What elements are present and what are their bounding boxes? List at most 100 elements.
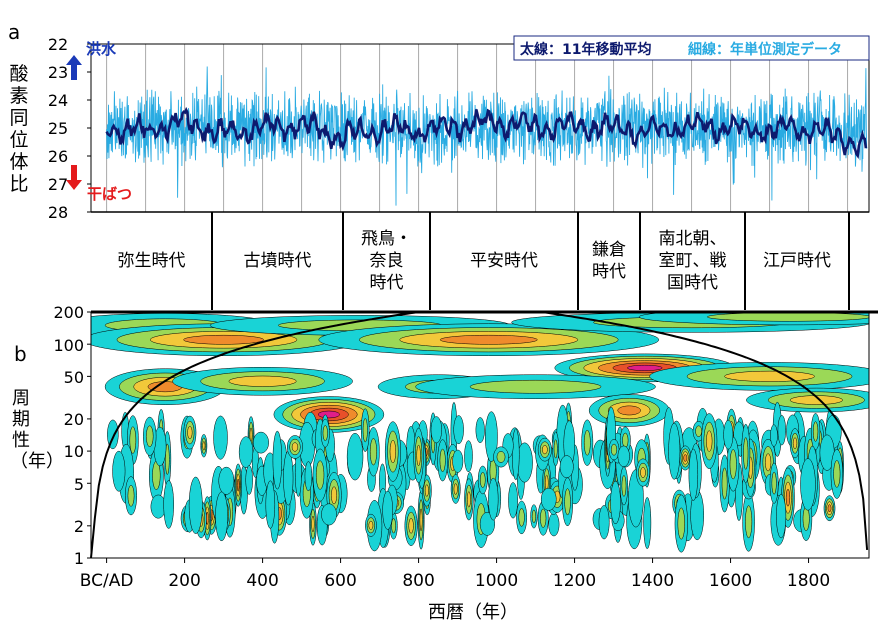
panel-a-yticks bbox=[87, 43, 91, 213]
contour-blob bbox=[145, 425, 154, 447]
contour-blob bbox=[362, 418, 368, 443]
panel-a-ytick: 22 bbox=[47, 35, 69, 55]
contour-blob bbox=[643, 497, 652, 550]
panel-a-ytick: 27 bbox=[47, 175, 69, 195]
contour-blob bbox=[800, 458, 816, 511]
era-label: 江戸時代 bbox=[763, 251, 831, 271]
contour-blob bbox=[430, 416, 442, 444]
contour-blob bbox=[583, 429, 591, 456]
contour-blob bbox=[617, 405, 641, 416]
flood-arrow-icon bbox=[66, 55, 82, 80]
panel-b-xtick: 800 bbox=[402, 570, 435, 591]
contour-blob bbox=[540, 508, 547, 528]
contour-blob bbox=[322, 425, 328, 442]
contour-blob bbox=[112, 450, 126, 492]
panel-b-xtick: 1800 bbox=[786, 570, 831, 591]
contour-blob bbox=[469, 379, 602, 394]
contour-blob bbox=[707, 312, 869, 322]
panel-b-xtick: 1600 bbox=[708, 570, 753, 591]
contour-blob bbox=[512, 428, 520, 481]
contour-blob bbox=[706, 430, 713, 452]
contour-blob bbox=[252, 431, 269, 454]
drought-label: 干ばつ bbox=[87, 185, 133, 203]
contour-blob bbox=[215, 491, 228, 542]
contour-blob bbox=[129, 426, 137, 454]
era-label: 古墳時代 bbox=[243, 251, 312, 271]
contour-blob bbox=[770, 424, 778, 447]
flood-label: 洪水 bbox=[86, 40, 117, 58]
contour-blob bbox=[640, 467, 646, 478]
contour-blob bbox=[540, 487, 557, 511]
panel-b-ytick: 200 bbox=[53, 303, 84, 323]
contour-blob bbox=[187, 426, 193, 440]
contour-blob bbox=[479, 472, 486, 488]
contour-blob bbox=[452, 449, 464, 473]
contour-blob bbox=[391, 518, 396, 534]
contour-blob bbox=[564, 488, 571, 516]
contour-blob bbox=[812, 421, 819, 442]
panel-b-xtick: 1200 bbox=[552, 570, 597, 591]
contour-blob bbox=[559, 455, 574, 478]
thick-line-path bbox=[105, 106, 868, 159]
contour-blob bbox=[496, 451, 506, 463]
contour-blob bbox=[272, 430, 283, 490]
contour-blob bbox=[776, 493, 787, 539]
contour-blob bbox=[439, 448, 446, 472]
era-label: 南北朝、 室町、戦 国時代 bbox=[658, 229, 727, 293]
contour-blob bbox=[548, 512, 560, 537]
contour-blob bbox=[265, 480, 276, 529]
contour-blob bbox=[683, 454, 688, 462]
contour-blob bbox=[488, 477, 499, 521]
legend-thick: 太線：11年移動平均 bbox=[520, 42, 652, 58]
contour-blob bbox=[236, 478, 240, 492]
contour-blob bbox=[245, 465, 253, 495]
contour-blob bbox=[163, 480, 174, 529]
panel-a-ytick: 25 bbox=[47, 119, 69, 139]
thick-line-series bbox=[105, 106, 868, 159]
contour-blob bbox=[723, 419, 734, 450]
contour-blob bbox=[610, 443, 618, 456]
contour-blob bbox=[311, 515, 315, 533]
contour-blob bbox=[453, 415, 464, 445]
legend-box bbox=[513, 35, 870, 61]
contour-blob bbox=[368, 520, 374, 530]
contour-blob bbox=[627, 364, 663, 371]
panel-b-ticks bbox=[87, 311, 810, 563]
panel-b-xtick: 1400 bbox=[630, 570, 675, 591]
contour-blob bbox=[218, 466, 235, 495]
wavelet-heatmap bbox=[91, 312, 869, 553]
contour-blob bbox=[475, 417, 485, 444]
panel-b-xtick: 200 bbox=[168, 570, 201, 591]
contour-blob bbox=[291, 442, 299, 452]
contour-blob bbox=[165, 443, 170, 475]
contour-blob bbox=[668, 422, 681, 480]
contour-blob bbox=[764, 453, 772, 472]
contour-blob bbox=[213, 415, 228, 460]
contour-blob bbox=[677, 507, 685, 540]
panel-b-xtick: BC/AD bbox=[79, 570, 134, 591]
contour-blob bbox=[127, 485, 135, 507]
panel-b-ytick: 5 bbox=[73, 474, 84, 494]
panel-b-ytick: 100 bbox=[53, 335, 84, 355]
contour-blob bbox=[622, 432, 629, 448]
contour-blob bbox=[346, 432, 364, 481]
contour-blob bbox=[202, 441, 206, 451]
contour-blob bbox=[183, 334, 264, 345]
panel-a-ylabel: 酸素同位体比 bbox=[9, 63, 29, 195]
contour-blob bbox=[331, 486, 338, 505]
contour-blob bbox=[785, 488, 791, 507]
panel-a-ytick: 24 bbox=[47, 91, 69, 111]
drought-arrow-icon bbox=[66, 165, 82, 190]
contour-blob bbox=[695, 425, 702, 437]
contour-blob bbox=[382, 490, 393, 530]
era-table bbox=[91, 211, 869, 310]
contour-blob bbox=[228, 375, 297, 387]
contour-blob bbox=[724, 370, 815, 382]
contour-blob bbox=[321, 503, 337, 526]
contour-blob bbox=[466, 491, 471, 508]
contour-blob bbox=[424, 484, 429, 497]
panel-b-ylabel: 周期性（年） bbox=[10, 388, 64, 472]
panel-b-ytick: 50 bbox=[63, 367, 84, 387]
contour-blob bbox=[416, 444, 421, 466]
